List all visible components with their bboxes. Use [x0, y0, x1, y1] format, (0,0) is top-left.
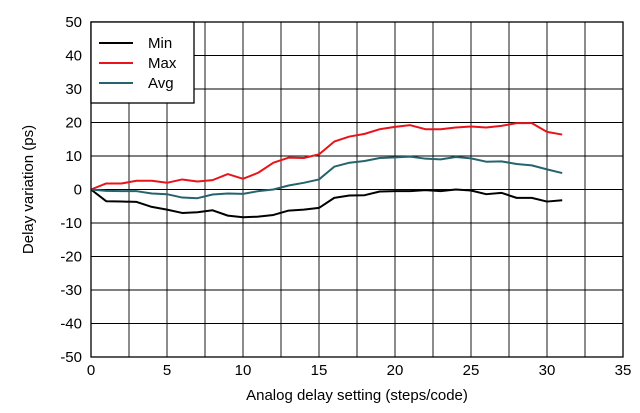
- y-tick-label: -50: [60, 349, 82, 366]
- grid: [90, 21, 624, 358]
- x-tick-label: 25: [463, 362, 480, 379]
- legend-label-min: Min: [148, 35, 172, 52]
- x-tick-label: 20: [387, 362, 404, 379]
- x-tick-label: 5: [163, 362, 171, 379]
- y-tick-label: 0: [74, 182, 82, 199]
- series-line-avg: [90, 155, 563, 200]
- y-tick-label: -10: [60, 215, 82, 232]
- y-tick-label: 10: [65, 148, 82, 165]
- series-line-min: [90, 188, 563, 219]
- y-tick-label: 30: [65, 81, 82, 98]
- series-line-max: [90, 122, 563, 191]
- x-tick-label: 30: [539, 362, 556, 379]
- y-tick-label: -20: [60, 249, 82, 266]
- y-tick-label: 40: [65, 48, 82, 65]
- plot-frame: [90, 21, 624, 358]
- legend-label-avg: Avg: [148, 75, 174, 92]
- x-tick-label: 10: [235, 362, 252, 379]
- x-tick-label: 15: [311, 362, 328, 379]
- y-tick-label: 50: [65, 14, 82, 31]
- legend-label-max: Max: [148, 55, 177, 72]
- x-tick-label: 35: [615, 362, 632, 379]
- series-lines: [90, 122, 563, 219]
- y-tick-label: 20: [65, 115, 82, 132]
- y-tick-label: -30: [60, 282, 82, 299]
- legend: Min Max Avg: [90, 21, 195, 104]
- x-axis-title: Analog delay setting (steps/code): [246, 387, 468, 404]
- tick-labels: 0 5 10 15 20 25 30 35 -50 -40 -30 -20 -10 0 10 20 30 40 50: [60, 14, 631, 379]
- y-tick-label: -40: [60, 316, 82, 333]
- x-tick-label: 0: [87, 362, 95, 379]
- y-axis-title: Delay variation (ps): [20, 125, 37, 254]
